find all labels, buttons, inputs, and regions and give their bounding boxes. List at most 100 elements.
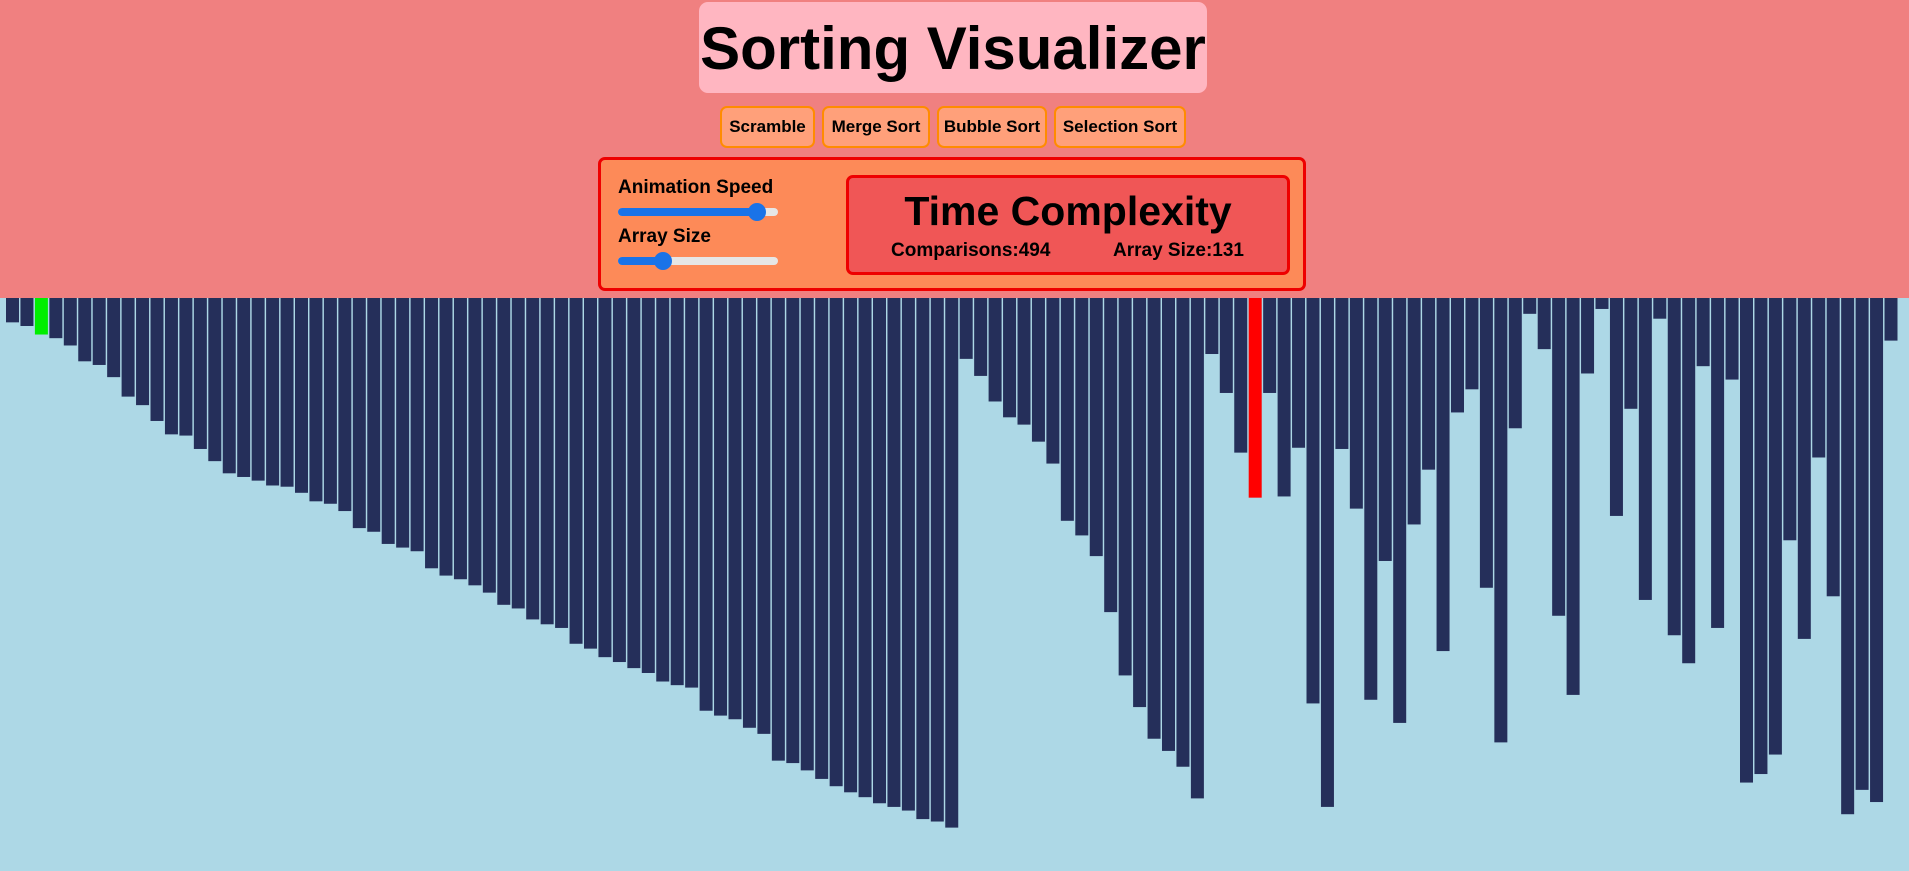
- bar: [1205, 298, 1219, 355]
- selection-sort-button[interactable]: Selection Sort: [1054, 106, 1186, 148]
- bar: [381, 298, 395, 544]
- bar: [887, 298, 901, 807]
- bar: [1407, 298, 1421, 525]
- comparisons: Comparisons:494: [891, 240, 1051, 261]
- bar: [1118, 298, 1132, 676]
- bar: [1248, 298, 1262, 498]
- stats-title: Time Complexity: [904, 188, 1232, 234]
- merge-sort-button[interactable]: Merge Sort: [822, 106, 930, 148]
- bar: [1335, 298, 1349, 449]
- bar: [858, 298, 872, 798]
- bar: [1147, 298, 1161, 739]
- bar: [670, 298, 684, 686]
- bar: [627, 298, 641, 669]
- bar: [1104, 298, 1118, 613]
- bar: [1292, 298, 1306, 448]
- bar: [295, 298, 308, 493]
- bar: [1190, 298, 1204, 799]
- bar: [323, 298, 337, 504]
- bar: [742, 298, 756, 728]
- bar: [641, 298, 655, 673]
- slider-fill: [618, 208, 758, 216]
- bar: [410, 298, 424, 552]
- bar: [1075, 298, 1089, 536]
- bar: [1422, 298, 1436, 470]
- bar: [1320, 298, 1334, 807]
- bar: [829, 298, 843, 787]
- bar: [1682, 298, 1696, 664]
- bar: [1133, 298, 1147, 708]
- bar: [1740, 298, 1753, 783]
- bar: [1162, 298, 1175, 751]
- bar: [208, 298, 222, 462]
- bar: [439, 298, 453, 576]
- bar: [873, 298, 886, 804]
- bar: [164, 298, 178, 435]
- slider-label: Array Size: [618, 226, 711, 247]
- bar: [988, 298, 1002, 402]
- bar: [1812, 298, 1826, 458]
- bar: [222, 298, 236, 474]
- control-panel: Animation Speed Array Size Time Complexi…: [598, 157, 1306, 291]
- bar: [280, 298, 294, 487]
- bar: [1349, 298, 1363, 509]
- bubble-sort-button[interactable]: Bubble Sort: [937, 106, 1047, 148]
- bar: [1436, 298, 1450, 652]
- title: Sorting Visualizer: [699, 2, 1207, 93]
- bar: [1870, 298, 1884, 803]
- bar: [815, 298, 829, 779]
- bar: [786, 298, 800, 764]
- bar: [1031, 298, 1045, 442]
- bar: [49, 298, 63, 339]
- slider[interactable]: [618, 252, 778, 270]
- bar: [771, 298, 785, 761]
- bar: [800, 298, 814, 771]
- bar: [930, 298, 944, 822]
- bar: [1696, 298, 1710, 367]
- bar: [1826, 298, 1840, 597]
- bar: [1884, 298, 1898, 341]
- slider-thumb[interactable]: [653, 252, 672, 270]
- bar: [569, 298, 583, 644]
- bar: [511, 298, 525, 609]
- bar: [757, 298, 771, 734]
- bar: [6, 298, 19, 323]
- bar: [468, 298, 482, 586]
- bar: [237, 298, 251, 477]
- bar: [1841, 298, 1855, 815]
- bar: [1508, 298, 1522, 429]
- bar: [584, 298, 597, 649]
- slider-label: Animation Speed: [618, 177, 774, 198]
- bar: [1089, 298, 1103, 557]
- bar: [555, 298, 569, 628]
- slider-thumb[interactable]: [748, 203, 767, 221]
- bar: [1465, 298, 1479, 390]
- bar: [526, 298, 540, 620]
- bar: [1552, 298, 1566, 616]
- bar: [482, 298, 496, 593]
- bar: [699, 298, 713, 711]
- bar: [1855, 298, 1869, 790]
- slider-fill: [618, 257, 663, 265]
- bar: [1566, 298, 1580, 695]
- bar: [1451, 298, 1464, 413]
- bars: [6, 298, 1898, 828]
- bar: [959, 298, 973, 359]
- slider[interactable]: [618, 203, 778, 221]
- bar: [1306, 298, 1320, 704]
- bar: [1263, 298, 1277, 393]
- bar: [497, 298, 511, 605]
- bar: [656, 298, 670, 682]
- bar: [1725, 298, 1739, 380]
- bar: [1003, 298, 1017, 418]
- bar: [92, 298, 106, 365]
- bar: [1638, 298, 1652, 600]
- bar: [1783, 298, 1797, 541]
- bar: [309, 298, 323, 502]
- scramble-button[interactable]: Scramble: [720, 106, 815, 148]
- bar: [1219, 298, 1233, 393]
- bar: [1797, 298, 1811, 639]
- bar: [612, 298, 626, 663]
- bar: [844, 298, 858, 793]
